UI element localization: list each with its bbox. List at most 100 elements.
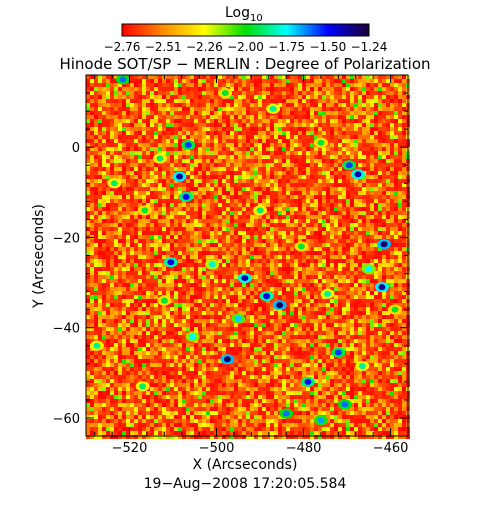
heatmap-cell: [306, 227, 310, 231]
heatmap-cell: [394, 99, 398, 103]
heatmap-cell: [282, 311, 286, 315]
heatmap-cell: [142, 247, 146, 251]
heatmap-cell: [90, 139, 94, 143]
heatmap-cell: [206, 87, 210, 91]
heatmap-cell: [370, 179, 374, 183]
heatmap-cell: [282, 159, 286, 163]
heatmap-cell: [318, 155, 322, 159]
heatmap-cell: [370, 303, 374, 307]
heatmap-cell: [250, 307, 254, 311]
heatmap-cell: [398, 239, 402, 243]
heatmap-cell: [390, 295, 394, 299]
heatmap-cell: [350, 247, 354, 251]
heatmap-cell: [394, 295, 398, 299]
heatmap-cell: [306, 211, 310, 215]
heatmap-cell: [330, 259, 334, 263]
heatmap-cell: [294, 315, 298, 319]
heatmap-cell: [98, 275, 102, 279]
heatmap-cell: [214, 159, 218, 163]
heatmap-cell: [294, 119, 298, 123]
heatmap-cell: [90, 223, 94, 227]
heatmap-cell: [246, 119, 250, 123]
heatmap-cell: [378, 207, 382, 211]
heatmap-cell: [386, 291, 390, 295]
heatmap-cell: [302, 139, 306, 143]
heatmap-cell: [210, 223, 214, 227]
heatmap-cell: [314, 299, 318, 303]
heatmap-cell: [142, 299, 146, 303]
heatmap-cell: [334, 87, 338, 91]
heatmap-cell: [290, 155, 294, 159]
heatmap-cell: [202, 287, 206, 291]
heatmap-cell: [302, 315, 306, 319]
heatmap-cell: [154, 223, 158, 227]
heatmap-cell: [254, 127, 258, 131]
heatmap-cell: [338, 135, 342, 139]
heatmap-cell: [150, 255, 154, 259]
heatmap-cell: [306, 275, 310, 279]
heatmap-cell: [158, 243, 162, 247]
heatmap-cell: [350, 211, 354, 215]
heatmap-cell: [322, 203, 326, 207]
heatmap-cell: [86, 195, 90, 199]
heatmap-cell: [294, 235, 298, 239]
heatmap-cell: [234, 99, 238, 103]
heatmap-cell: [142, 239, 146, 243]
heatmap-cell: [262, 223, 266, 227]
heatmap-cell: [330, 91, 334, 95]
heatmap-cell: [202, 83, 206, 87]
heatmap-cell: [198, 311, 202, 315]
heatmap-cell: [382, 251, 386, 255]
heatmap-cell: [270, 211, 274, 215]
heatmap-cell: [122, 307, 126, 311]
heatmap-cell: [158, 319, 162, 323]
heatmap-cell: [194, 183, 198, 187]
heatmap-cell: [122, 287, 126, 291]
heatmap-cell: [358, 223, 362, 227]
heatmap-cell: [290, 103, 294, 107]
heatmap-cell: [114, 159, 118, 163]
heatmap-cell: [286, 159, 290, 163]
heatmap-cell: [90, 315, 94, 319]
heatmap-cell: [166, 147, 170, 151]
heatmap-cell: [330, 227, 334, 231]
heatmap-cell: [302, 311, 306, 315]
heatmap-cell: [326, 91, 330, 95]
heatmap-cell: [266, 251, 270, 255]
heatmap-cell: [106, 287, 110, 291]
heatmap-cell: [110, 311, 114, 315]
heatmap-cell: [262, 275, 266, 279]
heatmap-cell: [182, 119, 186, 123]
heatmap-cell: [378, 191, 382, 195]
heatmap-cell: [206, 131, 210, 135]
heatmap-cell: [122, 207, 126, 211]
heatmap-cell: [222, 175, 226, 179]
heatmap-cell: [194, 311, 198, 315]
heatmap-cell: [398, 191, 402, 195]
heatmap-cell: [142, 187, 146, 191]
heatmap-cell: [322, 131, 326, 135]
heatmap-cell: [102, 167, 106, 171]
heatmap-cell: [170, 87, 174, 91]
heatmap-cell: [382, 307, 386, 311]
heatmap-cell: [402, 87, 406, 91]
heatmap-cell: [150, 171, 154, 175]
heatmap-cell: [310, 295, 314, 299]
heatmap-cell: [362, 263, 366, 267]
heatmap-cell: [242, 167, 246, 171]
heatmap-cell: [98, 311, 102, 315]
heatmap-cell: [134, 271, 138, 275]
heatmap-cell: [190, 187, 194, 191]
heatmap-cell: [274, 263, 278, 267]
heatmap-cell: [318, 247, 322, 251]
heatmap-cell: [106, 115, 110, 119]
heatmap-cell: [234, 259, 238, 263]
heatmap-cell: [310, 219, 314, 223]
heatmap-cell: [326, 251, 330, 255]
heatmap-cell: [226, 163, 230, 167]
heatmap-cell: [134, 159, 138, 163]
heatmap-cell: [106, 175, 110, 179]
heatmap-cell: [262, 299, 266, 303]
heatmap-cell: [162, 187, 166, 191]
heatmap-cell: [218, 99, 222, 103]
